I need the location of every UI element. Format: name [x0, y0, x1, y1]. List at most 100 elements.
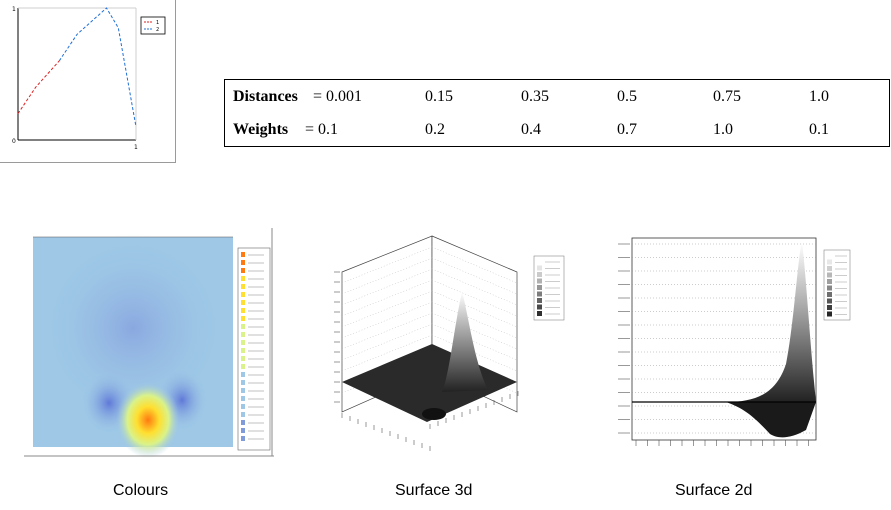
colours-legend-swatch: [241, 276, 245, 281]
colours-legend-swatch: [241, 340, 245, 345]
line-series-group: [17, 7, 137, 127]
surface-2d-legend-swatch: [827, 253, 832, 258]
grid-line-right: [431, 334, 518, 372]
surface-2d-legend-swatch: [827, 292, 832, 297]
weights-value: 0.4: [521, 121, 541, 138]
surface-2d-legend-swatch: [827, 266, 832, 271]
colours-legend-swatch: [241, 428, 245, 433]
legend-entry-1: 1: [156, 20, 159, 26]
colours-legend-swatch: [241, 364, 245, 369]
grid-line-right: [431, 246, 518, 284]
surface-2d-trough: [726, 402, 816, 438]
colours-legend-swatch: [241, 388, 245, 393]
grid-line-right: [431, 279, 518, 317]
distances-first-value: = 0.001: [309, 88, 363, 105]
series-line-2: [58, 7, 137, 127]
y-tick-top: 1: [12, 6, 16, 13]
surface-3d-panel: [312, 232, 572, 462]
surface-3d-legend-swatch: [537, 311, 542, 316]
grid-line-left: [341, 290, 433, 328]
colours-legend-swatch: [241, 348, 245, 353]
colours-legend-swatch: [241, 292, 245, 297]
caption-surface-3d: Surface 3d: [395, 482, 473, 499]
distances-label: Distances: [233, 88, 298, 105]
grid-line-right: [431, 268, 518, 306]
grid-line-left: [341, 334, 433, 372]
x-tick-right: 1: [134, 144, 138, 151]
surface-2d-legend-swatch: [827, 259, 832, 265]
colours-legend-swatch: [241, 380, 245, 385]
colours-legend-swatch: [241, 324, 245, 329]
distances-value: 0.5: [617, 88, 637, 105]
surface-2d-legend-swatch: [827, 311, 832, 317]
surface-3d-legend: [533, 255, 565, 321]
distances-value: 0.35: [521, 88, 549, 105]
surface-2d-legend-swatch: [827, 272, 832, 278]
distances-value: 0.15: [425, 88, 453, 105]
surface-2d-spike: [632, 242, 816, 402]
colours-legend-swatch: [241, 420, 245, 425]
colours-legend-swatch: [241, 268, 245, 273]
colours-legend-swatch: [241, 356, 245, 361]
colours-legend-swatch: [241, 404, 245, 409]
surface-2d-legend: [823, 249, 851, 321]
surface-trough: [422, 408, 446, 420]
colours-legend-swatch: [241, 436, 245, 441]
colours-legend-swatch: [241, 308, 245, 313]
surface-3d-legend-swatch: [537, 278, 542, 284]
weights-value: 0.1: [809, 121, 829, 138]
heatmap-blob-hot: [116, 382, 180, 458]
grid-line-left: [341, 246, 433, 284]
colours-legend-swatch: [241, 412, 245, 417]
surface-2d-legend-swatch: [827, 305, 832, 310]
grid-line-right: [431, 323, 518, 361]
surface-3d-legend-swatch: [537, 304, 542, 310]
grid-line-right: [431, 257, 518, 295]
grid-line-left: [341, 301, 433, 339]
grid-line-left: [341, 257, 433, 295]
surface-3d-legend-swatch: [537, 265, 542, 271]
grid-line-left: [341, 323, 433, 361]
colours-legend-swatch: [241, 396, 245, 401]
surface-2d-panel: [606, 234, 856, 454]
colours-legend-swatch: [241, 300, 245, 305]
caption-colours: Colours: [113, 482, 169, 499]
colours-legend-swatch: [241, 316, 245, 321]
grid-line-left: [341, 312, 433, 350]
legend-box: [140, 16, 166, 35]
colours-legend: [237, 247, 271, 451]
surface-3d-chart: [334, 235, 565, 451]
weights-value: 1.0: [713, 121, 733, 138]
weights-table: Distances = 0.001 0.15 0.35 0.5 0.75 1.0…: [224, 79, 890, 147]
y-tick-bottom: 0: [12, 138, 16, 145]
line-chart-panel: 1 0 1 1 2: [0, 0, 177, 164]
grid-line-left: [341, 268, 433, 306]
grid-line-left: [341, 279, 433, 317]
weights-label: Weights: [233, 121, 289, 138]
grid-line-right: [431, 312, 518, 350]
surface-3d-legend-swatch: [537, 298, 542, 303]
colours-legend-swatch: [241, 372, 245, 377]
caption-surface-2d: Surface 2d: [675, 482, 753, 499]
surface-2d-chart: [618, 237, 851, 446]
surface-3d-legend-swatch: [537, 285, 542, 290]
weights-value: 0.7: [617, 121, 637, 138]
colours-heatmap-panel: [24, 228, 274, 458]
grid-line-right: [431, 301, 518, 339]
series-line-1: [17, 60, 60, 114]
surface-2d-legend-swatch: [827, 285, 832, 291]
distances-value: 0.75: [713, 88, 741, 105]
line-chart: 1 0 1 1 2: [12, 6, 166, 151]
surface-2d-legend-swatch: [827, 279, 832, 284]
colours-legend-swatch: [241, 332, 245, 337]
line-chart-frame: [0, 0, 176, 163]
colours-legend-swatch: [241, 260, 245, 265]
grid-line-right: [431, 290, 518, 328]
colours-legend-swatch: [241, 284, 245, 289]
weights-first-value: = 0.1: [293, 121, 339, 138]
surface-3d-legend-swatch: [537, 259, 542, 264]
surface-peak: [442, 292, 488, 392]
distances-value: 1.0: [809, 88, 829, 105]
surface-3d-legend-swatch: [537, 291, 542, 297]
colours-heatmap: [24, 228, 274, 458]
